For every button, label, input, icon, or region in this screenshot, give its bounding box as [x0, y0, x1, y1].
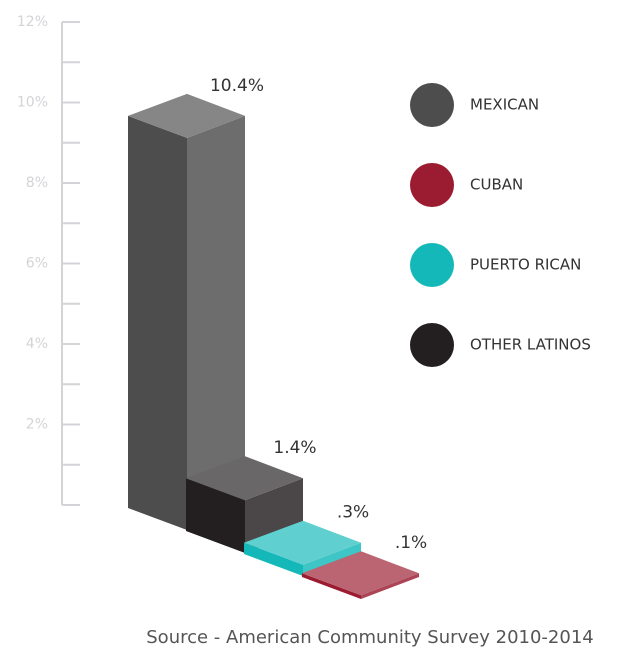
legend-label: PUERTO RICAN — [470, 256, 581, 274]
legend-swatch — [410, 83, 454, 127]
bar-top-face — [186, 456, 303, 501]
value-label: 10.4% — [210, 76, 264, 96]
legend-label: MEXICAN — [470, 96, 539, 114]
y-tick-label: 6% — [26, 256, 48, 272]
bar-top-face — [128, 93, 245, 138]
bar-left-face — [186, 478, 245, 553]
bar-left-face — [244, 542, 303, 576]
bar-right-face — [361, 573, 419, 599]
legend-swatch — [410, 323, 454, 367]
y-tick-label: 12% — [17, 14, 48, 30]
legend-swatch — [410, 163, 454, 207]
y-tick-label: 4% — [26, 336, 48, 352]
value-label: .3% — [337, 503, 369, 523]
source-note: Source - American Community Survey 2010-… — [146, 627, 594, 648]
bar-top-face — [244, 520, 361, 565]
legend-swatch — [410, 243, 454, 287]
value-label: .1% — [395, 533, 427, 553]
value-label: 1.4% — [273, 438, 316, 458]
y-tick-label: 8% — [26, 175, 48, 191]
bar-right-face — [187, 115, 245, 531]
y-tick-label: 10% — [17, 95, 48, 111]
bar-left-face — [302, 573, 361, 599]
legend-label: OTHER LATINOS — [470, 336, 591, 354]
bar-top-face — [302, 551, 419, 596]
bar-left-face — [128, 115, 187, 531]
y-tick-label: 2% — [26, 417, 48, 433]
legend-label: CUBAN — [470, 176, 523, 194]
